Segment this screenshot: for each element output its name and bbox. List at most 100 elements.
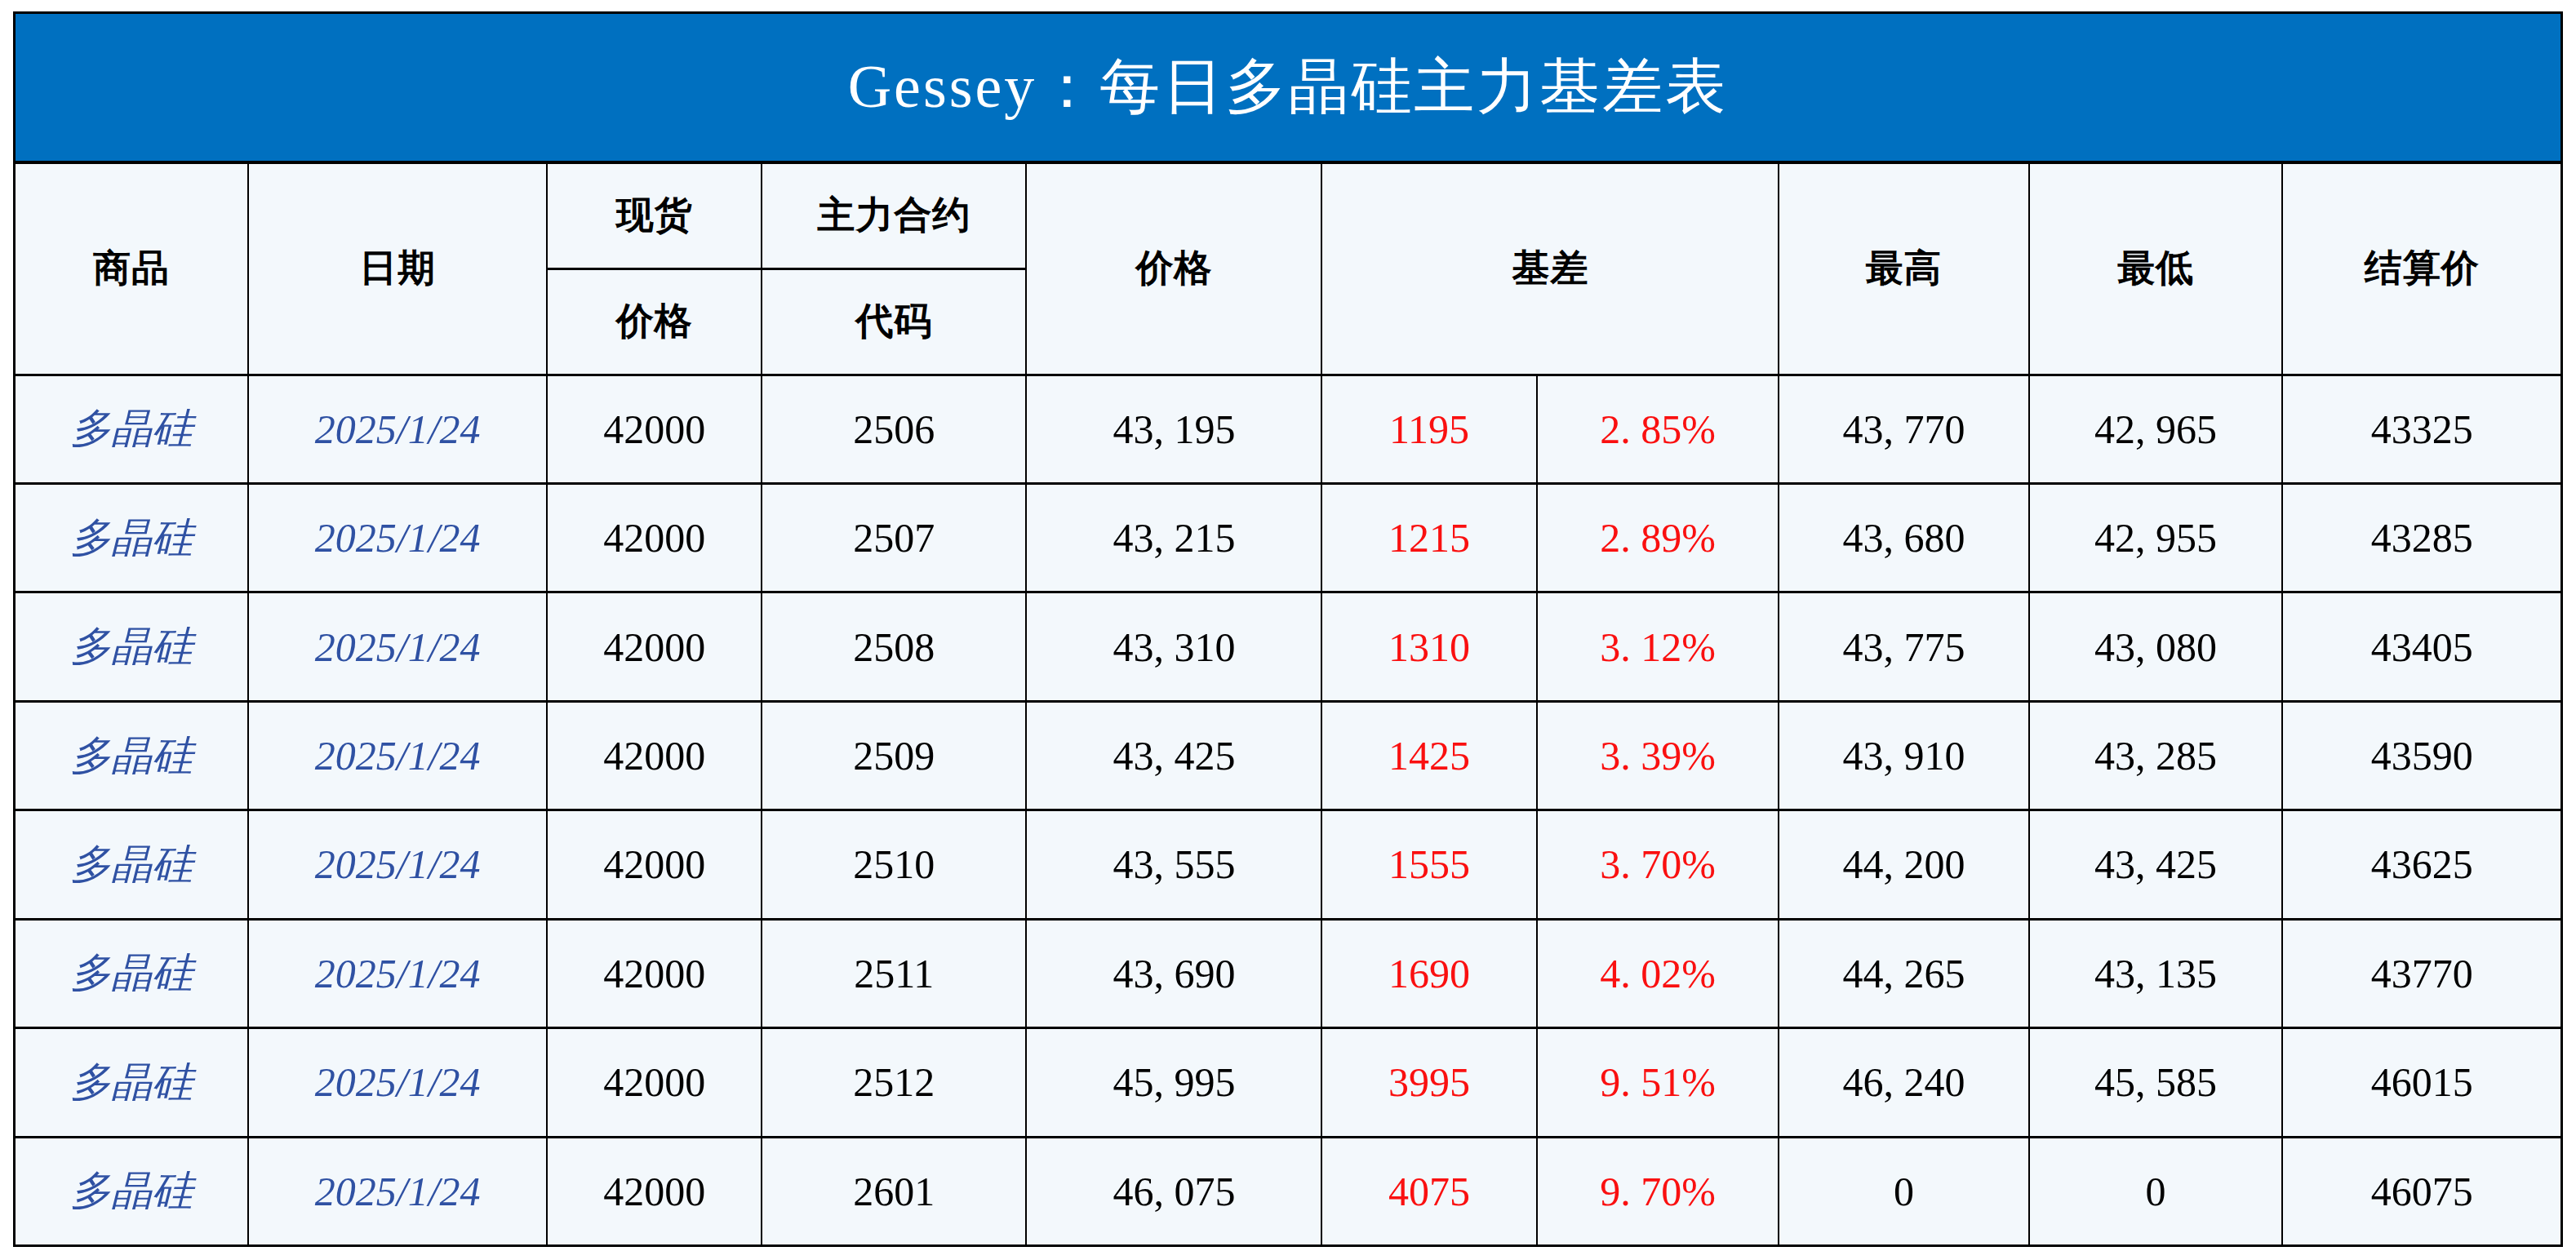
col-header-settlement: 结算价 <box>2282 162 2561 375</box>
cell-date: 2025/1/24 <box>248 701 547 810</box>
cell-price: 43, 690 <box>1026 919 1321 1027</box>
table-row: 多晶硅 2025/1/24 42000 2509 43, 425 1425 3.… <box>15 701 2562 810</box>
col-header-basis: 基差 <box>1321 162 1779 375</box>
table-row: 多晶硅 2025/1/24 42000 2511 43, 690 1690 4.… <box>15 919 2562 1027</box>
cell-high: 44, 200 <box>1779 810 2028 919</box>
cell-settlement: 43590 <box>2282 701 2561 810</box>
cell-high: 46, 240 <box>1779 1028 2028 1137</box>
cell-date: 2025/1/24 <box>248 810 547 919</box>
col-header-contract-line2: 代码 <box>762 268 1026 375</box>
cell-price: 43, 215 <box>1026 483 1321 592</box>
cell-commodity: 多晶硅 <box>15 1137 249 1245</box>
table-row: 多晶硅 2025/1/24 42000 2510 43, 555 1555 3.… <box>15 810 2562 919</box>
cell-settlement: 43285 <box>2282 483 2561 592</box>
col-header-spot-price-line2: 价格 <box>547 268 762 375</box>
cell-date: 2025/1/24 <box>248 919 547 1027</box>
table-row: 多晶硅 2025/1/24 42000 2512 45, 995 3995 9.… <box>15 1028 2562 1137</box>
cell-spot-price: 42000 <box>547 375 762 483</box>
cell-commodity: 多晶硅 <box>15 701 249 810</box>
col-header-high: 最高 <box>1779 162 2028 375</box>
cell-basis-pct: 3. 70% <box>1537 810 1779 919</box>
col-header-commodity: 商品 <box>15 162 249 375</box>
header-row-1: 商品 日期 现货 主力合约 价格 基差 最高 最低 结算价 <box>15 162 2562 268</box>
cell-commodity: 多晶硅 <box>15 483 249 592</box>
cell-commodity: 多晶硅 <box>15 375 249 483</box>
cell-date: 2025/1/24 <box>248 1028 547 1137</box>
basis-report-sheet: Gessey：每日多晶硅主力基差表 商品 日期 现货 主力合约 价格 基差 最高… <box>13 11 2563 1247</box>
cell-basis: 1215 <box>1321 483 1536 592</box>
cell-spot-price: 42000 <box>547 592 762 701</box>
cell-low: 42, 955 <box>2029 483 2283 592</box>
cell-high: 43, 680 <box>1779 483 2028 592</box>
cell-high: 43, 770 <box>1779 375 2028 483</box>
cell-low: 43, 285 <box>2029 701 2283 810</box>
cell-commodity: 多晶硅 <box>15 919 249 1027</box>
cell-commodity: 多晶硅 <box>15 1028 249 1137</box>
cell-basis-pct: 3. 12% <box>1537 592 1779 701</box>
cell-high: 43, 910 <box>1779 701 2028 810</box>
cell-basis: 1555 <box>1321 810 1536 919</box>
col-header-price: 价格 <box>1026 162 1321 375</box>
table-row: 多晶硅 2025/1/24 42000 2506 43, 195 1195 2.… <box>15 375 2562 483</box>
cell-low: 42, 965 <box>2029 375 2283 483</box>
cell-basis-pct: 3. 39% <box>1537 701 1779 810</box>
table-row: 多晶硅 2025/1/24 42000 2601 46, 075 4075 9.… <box>15 1137 2562 1245</box>
cell-basis: 1310 <box>1321 592 1536 701</box>
cell-low: 43, 080 <box>2029 592 2283 701</box>
cell-price: 43, 195 <box>1026 375 1321 483</box>
cell-commodity: 多晶硅 <box>15 592 249 701</box>
cell-date: 2025/1/24 <box>248 375 547 483</box>
cell-price: 43, 310 <box>1026 592 1321 701</box>
cell-high: 44, 265 <box>1779 919 2028 1027</box>
cell-date: 2025/1/24 <box>248 1137 547 1245</box>
table-row: 多晶硅 2025/1/24 42000 2508 43, 310 1310 3.… <box>15 592 2562 701</box>
cell-settlement: 43625 <box>2282 810 2561 919</box>
cell-basis-pct: 2. 89% <box>1537 483 1779 592</box>
cell-contract-code: 2511 <box>762 919 1026 1027</box>
cell-contract-code: 2512 <box>762 1028 1026 1137</box>
cell-price: 43, 425 <box>1026 701 1321 810</box>
cell-settlement: 43770 <box>2282 919 2561 1027</box>
cell-basis-pct: 9. 70% <box>1537 1137 1779 1245</box>
cell-basis: 1690 <box>1321 919 1536 1027</box>
cell-high: 0 <box>1779 1137 2028 1245</box>
cell-contract-code: 2601 <box>762 1137 1026 1245</box>
cell-basis: 3995 <box>1321 1028 1536 1137</box>
cell-spot-price: 42000 <box>547 701 762 810</box>
cell-contract-code: 2508 <box>762 592 1026 701</box>
cell-settlement: 46075 <box>2282 1137 2561 1245</box>
cell-basis: 4075 <box>1321 1137 1536 1245</box>
cell-date: 2025/1/24 <box>248 592 547 701</box>
cell-contract-code: 2510 <box>762 810 1026 919</box>
cell-price: 46, 075 <box>1026 1137 1321 1245</box>
col-header-date: 日期 <box>248 162 547 375</box>
cell-settlement: 46015 <box>2282 1028 2561 1137</box>
cell-settlement: 43405 <box>2282 592 2561 701</box>
cell-basis: 1195 <box>1321 375 1536 483</box>
cell-spot-price: 42000 <box>547 483 762 592</box>
cell-spot-price: 42000 <box>547 810 762 919</box>
cell-spot-price: 42000 <box>547 919 762 1027</box>
cell-settlement: 43325 <box>2282 375 2561 483</box>
cell-contract-code: 2509 <box>762 701 1026 810</box>
cell-spot-price: 42000 <box>547 1137 762 1245</box>
cell-price: 45, 995 <box>1026 1028 1321 1137</box>
cell-basis-pct: 9. 51% <box>1537 1028 1779 1137</box>
title-row: Gessey：每日多晶硅主力基差表 <box>15 13 2562 163</box>
cell-low: 43, 425 <box>2029 810 2283 919</box>
cell-price: 43, 555 <box>1026 810 1321 919</box>
cell-basis: 1425 <box>1321 701 1536 810</box>
cell-contract-code: 2506 <box>762 375 1026 483</box>
cell-low: 43, 135 <box>2029 919 2283 1027</box>
col-header-low: 最低 <box>2029 162 2283 375</box>
daily-basis-table: Gessey：每日多晶硅主力基差表 商品 日期 现货 主力合约 价格 基差 最高… <box>13 11 2563 1247</box>
col-header-spot-price-line1: 现货 <box>547 162 762 268</box>
page-title: Gessey：每日多晶硅主力基差表 <box>15 13 2562 163</box>
cell-contract-code: 2507 <box>762 483 1026 592</box>
cell-high: 43, 775 <box>1779 592 2028 701</box>
cell-date: 2025/1/24 <box>248 483 547 592</box>
cell-commodity: 多晶硅 <box>15 810 249 919</box>
col-header-contract-line1: 主力合约 <box>762 162 1026 268</box>
cell-spot-price: 42000 <box>547 1028 762 1137</box>
cell-basis-pct: 4. 02% <box>1537 919 1779 1027</box>
